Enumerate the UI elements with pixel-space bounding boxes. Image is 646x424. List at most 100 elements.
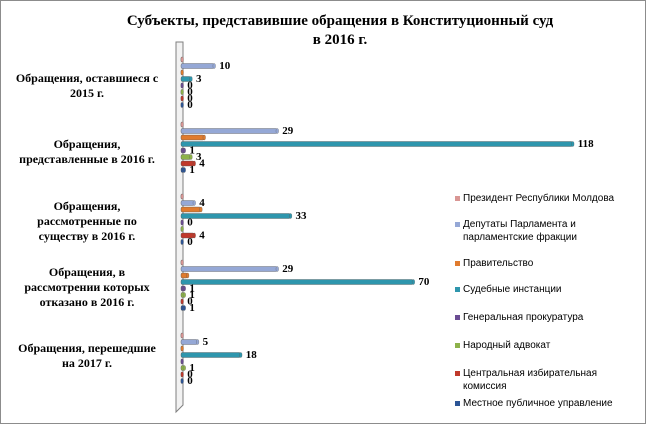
bar-cap [180, 95, 184, 102]
bar-cap [571, 141, 575, 147]
legend-label: Местное публичное управление [463, 398, 613, 409]
category-label: Обращения, представленные в 2016 г. [4, 137, 170, 167]
chart-title-line-2: в 2016 г. [312, 32, 368, 48]
legend-swatch [455, 222, 460, 227]
category-label: Обращения, перешедшие на 2017 г. [4, 341, 170, 371]
legend-swatch [455, 196, 460, 201]
chart-title: Субъекты, представившие обращения в Конс… [40, 12, 640, 50]
bar-cap [182, 365, 186, 371]
data-label: 1 [189, 289, 195, 301]
data-label: 0 [187, 236, 193, 248]
bar-cap [199, 206, 203, 213]
bar-cap [192, 160, 196, 167]
bar [180, 352, 241, 358]
data-label: 29 [282, 263, 294, 275]
bar-cap [180, 102, 184, 108]
category-label: Обращения, оставшиеся с 2015 г. [4, 71, 170, 101]
data-label: 5 [203, 336, 209, 348]
bar-cap [180, 89, 184, 95]
bar [180, 141, 573, 147]
bar-cap [275, 128, 279, 134]
category-label: Обращения, в рассмотрении которых отказано… [4, 265, 170, 310]
bar-cap [275, 266, 279, 272]
bar-cap [189, 154, 193, 160]
category-label-line: Обращения, в [48, 264, 126, 279]
category-label-line: существу в 2016 г. [38, 228, 136, 243]
category-label-line: рассмотрении которых [24, 279, 150, 294]
legend-item: Депутаты Парламента и парламентские фрак… [455, 218, 643, 244]
data-label: 3 [196, 73, 202, 85]
legend-swatch [455, 315, 460, 320]
bar-cap [239, 352, 243, 358]
legend-swatch [455, 261, 460, 266]
data-label: 4 [199, 158, 205, 170]
legend-swatch [455, 287, 460, 292]
bar-cap [180, 358, 184, 365]
legend-label: Правительство [463, 258, 534, 269]
bar-cap [186, 272, 190, 279]
category-label-line: рассмотренные по [37, 213, 137, 228]
data-label: 4 [199, 197, 205, 209]
legend-label: Судебные инстанции [463, 284, 562, 295]
bar-cap [180, 226, 184, 232]
bar-cap [180, 298, 184, 305]
legend-item: Правительство [455, 257, 643, 270]
legend-item: Президент Республики Молдова [455, 192, 643, 205]
bar [180, 63, 215, 69]
bar [180, 266, 278, 272]
category-label-line: Обращения, перешедшие [18, 341, 156, 355]
legend-item: Народный адвокат [455, 339, 643, 352]
bar-cap [411, 279, 415, 285]
data-label: 0 [187, 375, 193, 387]
bar-cap [212, 63, 216, 69]
category-label-line: представленные в 2016 г. [19, 152, 155, 166]
bar-cap [289, 213, 293, 219]
legend-label: Генеральная прокуратура [463, 312, 584, 323]
data-label: 0 [187, 99, 193, 111]
data-label: 1 [189, 302, 195, 314]
bar-cap [180, 82, 184, 89]
bar-cap [180, 345, 184, 352]
bar-cap [189, 76, 193, 82]
legend-swatch [455, 401, 460, 406]
bar-cap [192, 232, 196, 239]
data-label: 0 [187, 86, 193, 98]
data-label: 1 [189, 164, 195, 176]
category-label-line: Обращения, [53, 137, 121, 151]
data-label: 10 [219, 60, 231, 72]
data-label: 1 [189, 145, 195, 157]
data-label: 1 [189, 283, 195, 295]
bar-cap [182, 285, 186, 292]
category-label-line: отказано в 2016 г. [39, 294, 135, 309]
bar [180, 134, 205, 141]
data-label: 0 [187, 93, 193, 105]
bar-cap [180, 193, 184, 200]
bar-cap [180, 121, 184, 128]
data-label: 0 [187, 296, 193, 308]
data-label: 33 [296, 210, 308, 222]
bar-cap [180, 69, 184, 76]
bar-cap [182, 305, 186, 311]
bar-cap [182, 167, 186, 173]
bar-cap [196, 339, 200, 345]
data-label: 4 [199, 230, 205, 242]
bar-cap [202, 134, 206, 141]
legend-label: Депутаты Парламента и парламентские фрак… [463, 219, 577, 243]
legend-label: Президент Республики Молдова [463, 193, 615, 204]
bar-cap [180, 56, 184, 63]
data-label: 0 [187, 80, 193, 92]
legend-item: Центральная избирательная комиссия [455, 367, 643, 393]
chart-title-line-1: Субъекты, представившие обращения в Конс… [126, 13, 554, 29]
legend-item: Генеральная прокуратура [455, 311, 643, 324]
legend-item: Местное публичное управление [455, 397, 643, 410]
bar-cap [180, 378, 184, 384]
data-label: 0 [187, 369, 193, 381]
bar-cap [192, 200, 196, 206]
bar [180, 213, 291, 219]
legend-swatch [455, 343, 460, 348]
data-label: 18 [246, 349, 258, 361]
data-label: 118 [578, 138, 594, 150]
data-label: 0 [187, 217, 193, 229]
